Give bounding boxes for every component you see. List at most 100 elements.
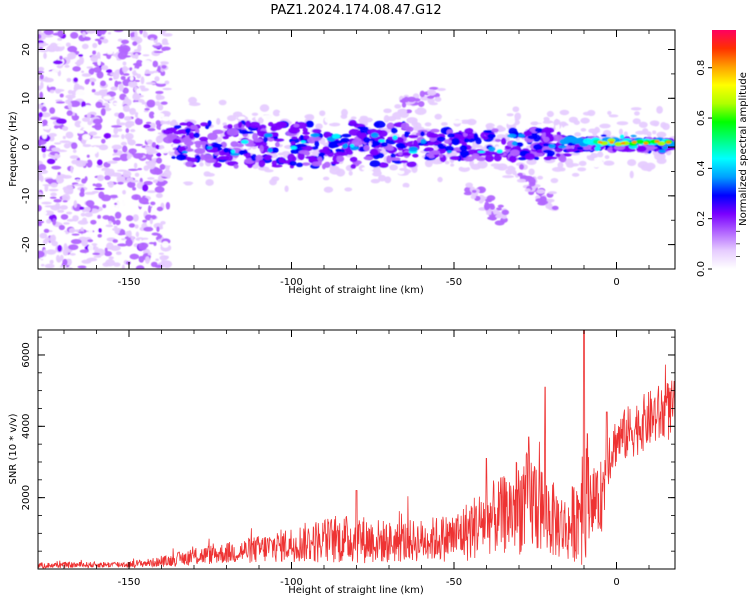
snr-axes: -150 -100 -50 0 2000 4000 6000	[21, 330, 675, 588]
band-blob	[190, 124, 198, 130]
band-blob	[227, 124, 233, 129]
band-blob	[541, 127, 552, 133]
bright-blob	[289, 145, 298, 150]
y-tick-label: 4000	[21, 414, 32, 439]
noise-blob	[96, 159, 103, 166]
noise-blob	[122, 189, 126, 195]
halo-blob	[350, 116, 357, 120]
noise-blob	[48, 83, 54, 88]
noise-blob	[49, 107, 56, 114]
noise-blob	[44, 183, 49, 192]
noise-blob	[137, 57, 148, 61]
noise-blob	[81, 178, 87, 184]
band-blob	[484, 154, 494, 162]
noise-blob	[63, 143, 71, 149]
halo-blob	[480, 120, 485, 125]
noise-blob	[51, 165, 62, 170]
halo-blob	[550, 161, 559, 167]
noise-blob	[49, 89, 55, 94]
colorbar: 0.0 0.2 0.4 0.6 0.8 Normalized spectral ampl…	[696, 30, 749, 277]
noise-blob	[165, 201, 171, 210]
noise-blob	[162, 33, 173, 37]
noise-blob	[108, 256, 114, 260]
bright-blob	[408, 146, 419, 152]
noise-blob	[101, 138, 106, 144]
noise-blob	[149, 217, 153, 225]
halo-blob	[494, 146, 501, 151]
band-blob	[459, 149, 470, 157]
band-blob	[330, 161, 340, 165]
band-blob	[566, 148, 577, 153]
noise-blob	[70, 165, 74, 174]
band-blob	[378, 162, 389, 169]
noise-blob	[66, 77, 72, 83]
noise-blob	[41, 112, 51, 118]
band-blob	[451, 137, 460, 146]
noise-blob	[125, 261, 131, 265]
noise-blob	[73, 200, 78, 208]
band-blob	[311, 128, 322, 134]
noise-blob	[44, 237, 50, 242]
noise-blob	[160, 220, 166, 225]
noise-blob	[128, 223, 136, 228]
noise-blob	[60, 109, 67, 113]
noise-blob	[131, 194, 141, 201]
noise-blob	[85, 30, 97, 34]
halo-blob	[656, 105, 663, 114]
halo-blob	[411, 106, 418, 110]
band-blob	[302, 135, 310, 140]
noise-blob	[68, 244, 79, 251]
band-blob	[274, 141, 280, 148]
band-blob	[406, 161, 417, 168]
noise-blob	[38, 250, 45, 258]
halo-blob	[469, 160, 475, 167]
band-blob	[305, 155, 315, 160]
noise-blob	[151, 70, 159, 73]
bright-blob	[273, 136, 279, 140]
band-blob	[188, 132, 195, 140]
band-blob	[348, 119, 357, 126]
noise-blob	[91, 89, 96, 93]
halo-blob	[574, 132, 582, 137]
noise-blob	[121, 134, 125, 140]
branch-blob	[528, 181, 536, 187]
halo-blob	[608, 114, 619, 118]
noise-blob	[38, 71, 45, 74]
noise-blob	[65, 184, 74, 192]
noise-blob	[147, 205, 152, 214]
noise-blob	[159, 61, 169, 65]
band-blob	[363, 136, 371, 144]
halo-blob	[370, 178, 381, 184]
bright-blob	[392, 134, 398, 140]
noise-blob	[118, 122, 126, 126]
noise-blob	[42, 119, 48, 126]
noise-blob	[43, 228, 50, 233]
noise-blob	[129, 107, 137, 115]
bright-blob	[619, 134, 625, 140]
halo-blob	[319, 110, 326, 117]
band-blob	[297, 152, 305, 161]
noise-blob	[76, 130, 85, 134]
band-blob	[449, 155, 460, 161]
branch-blob	[399, 109, 407, 114]
noise-blob	[157, 81, 166, 84]
halo-blob	[370, 166, 383, 172]
halo-blob	[537, 175, 544, 180]
noise-blob	[74, 229, 80, 233]
noise-blob	[115, 251, 122, 256]
noise-blob	[124, 120, 133, 129]
halo-blob	[378, 174, 387, 182]
noise-blob	[90, 68, 95, 71]
halo-blob	[176, 182, 187, 191]
halo-blob	[279, 111, 286, 116]
x-tick-label: -50	[446, 577, 462, 588]
halo-blob	[502, 175, 515, 179]
halo-blob	[614, 169, 621, 173]
bright-blob	[658, 149, 667, 153]
band-blob	[412, 153, 419, 158]
x-tick-label: -100	[280, 277, 303, 288]
noise-blob	[146, 148, 155, 155]
noise-blob	[158, 252, 164, 255]
halo-blob	[361, 166, 374, 171]
